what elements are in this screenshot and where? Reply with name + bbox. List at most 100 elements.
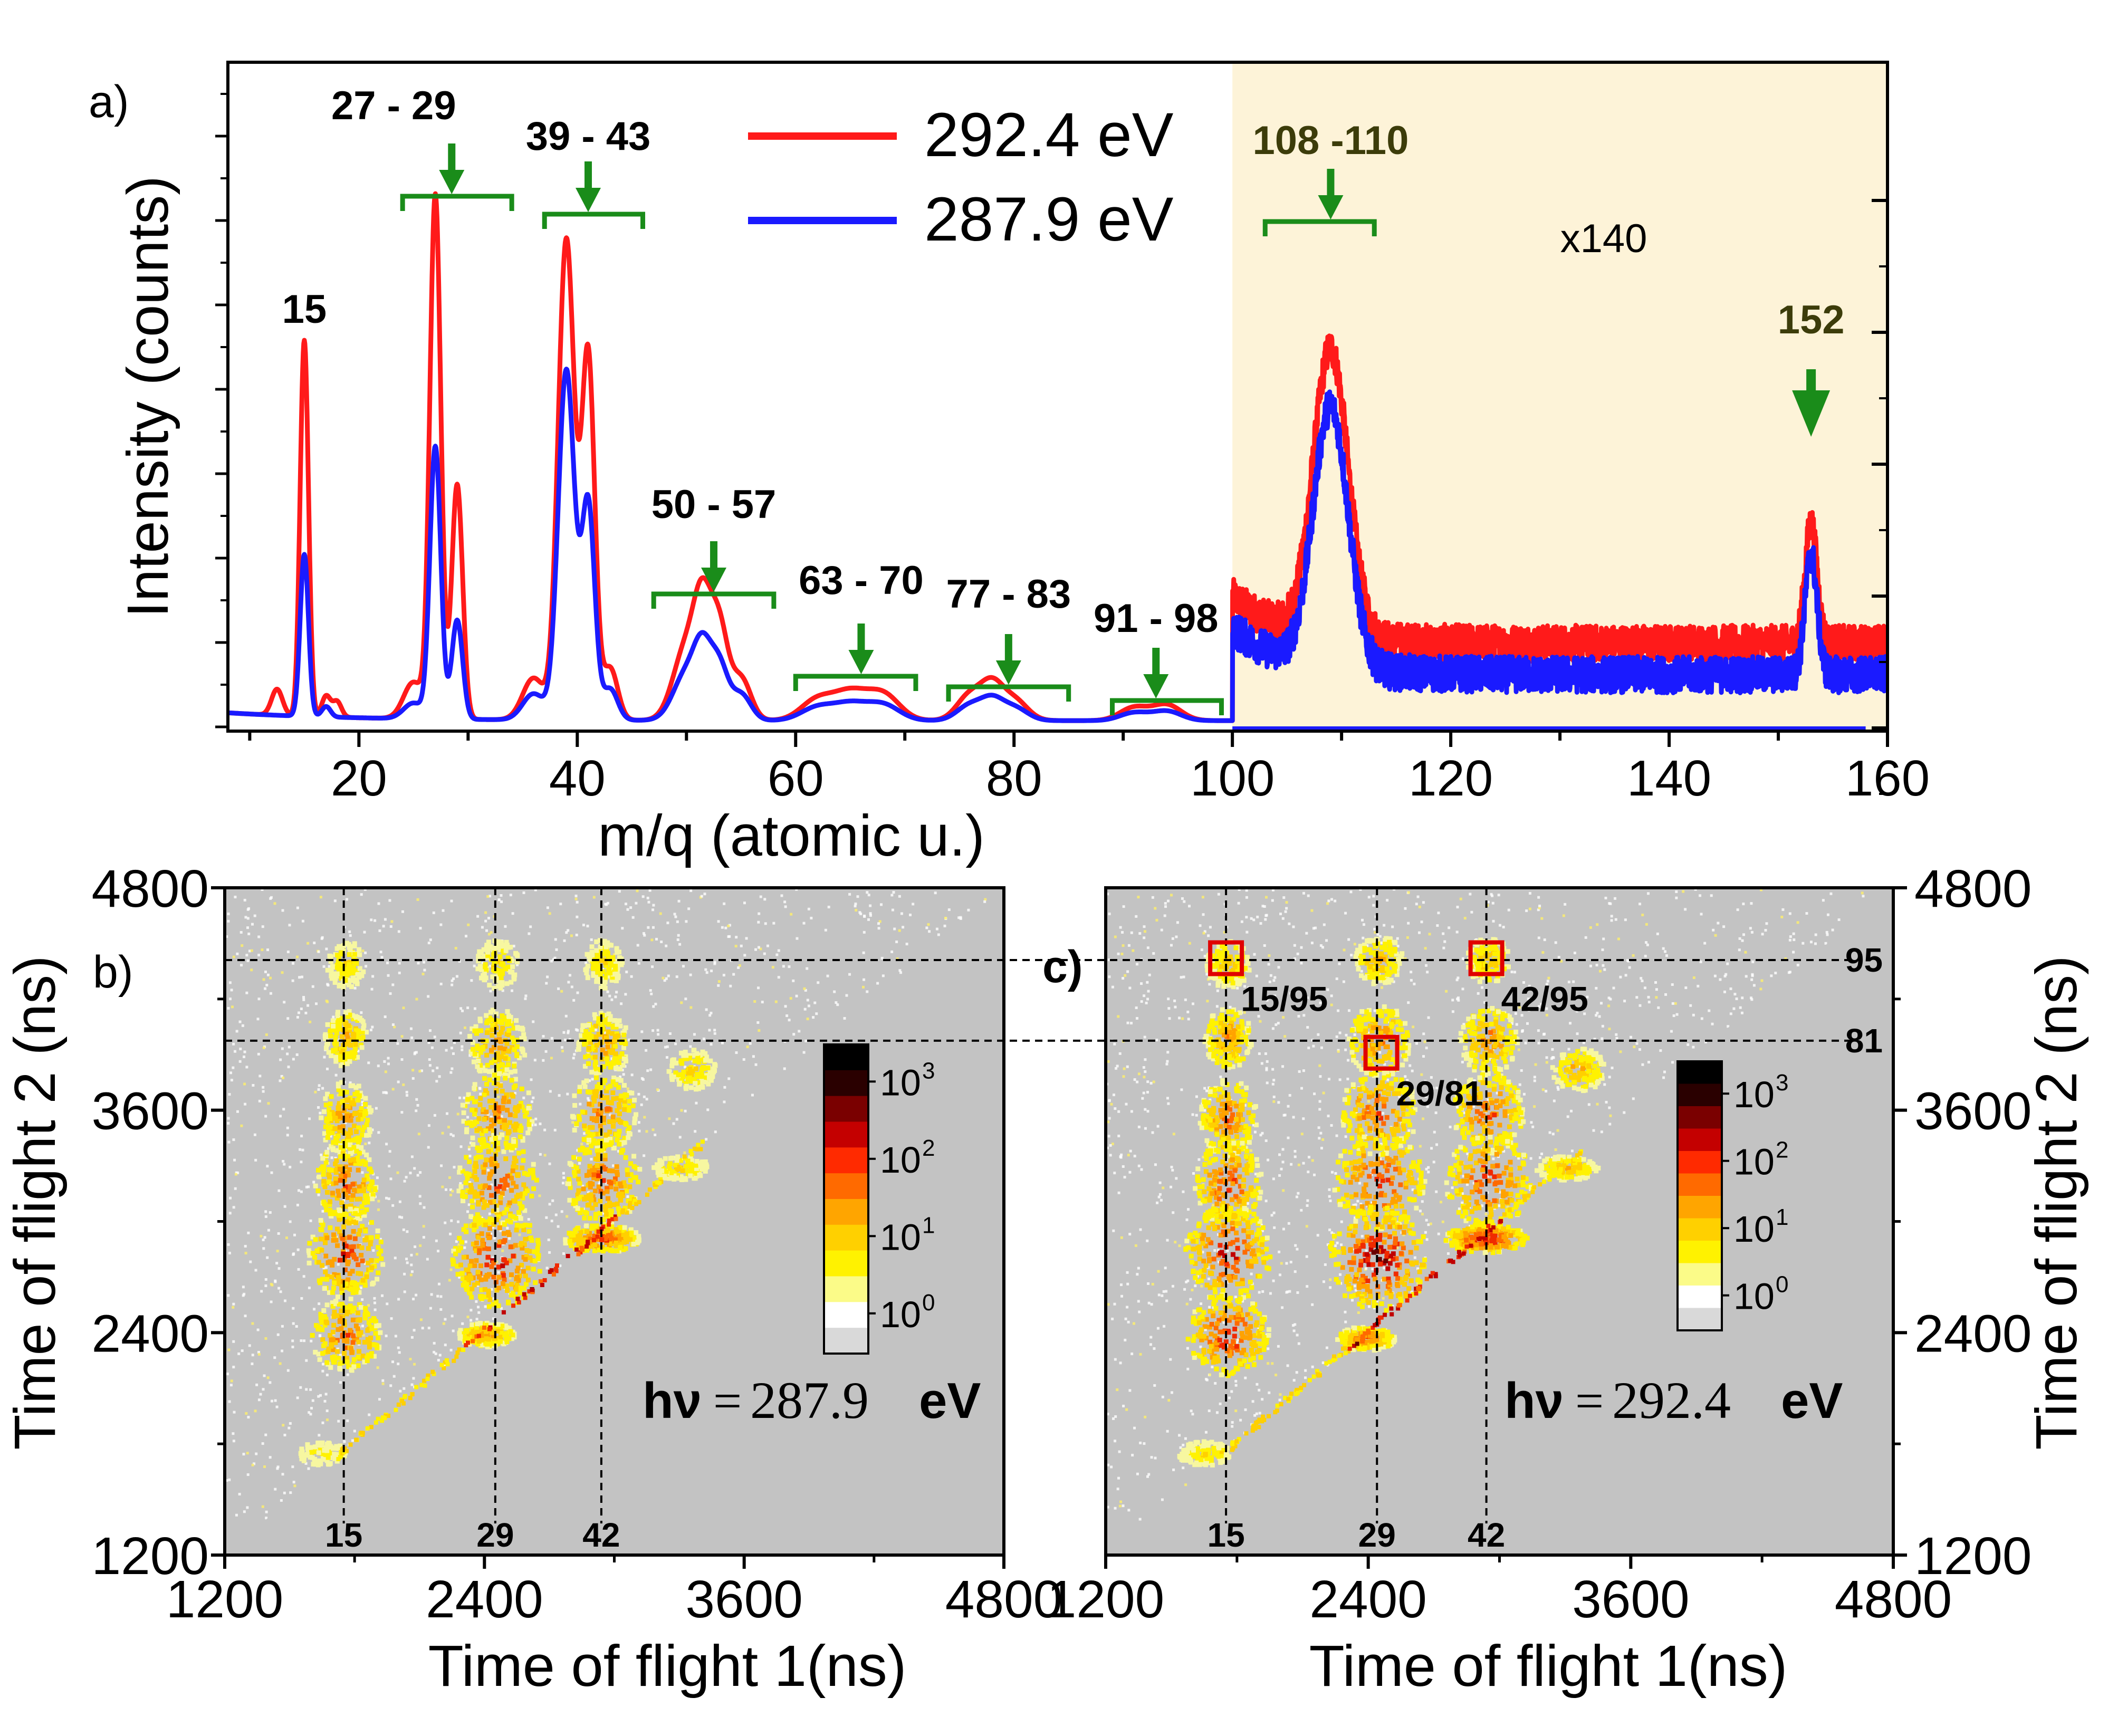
coincidence-count xyxy=(485,1332,491,1338)
coincidence-count xyxy=(347,1271,352,1276)
x-tick-label: 120 xyxy=(1408,750,1493,807)
noise-count xyxy=(313,942,316,945)
coincidence-count xyxy=(677,1072,683,1078)
coincidence-count xyxy=(578,1230,583,1235)
coincidence-count xyxy=(494,974,499,980)
coincidence-count xyxy=(495,1051,501,1056)
coincidence-count xyxy=(351,1364,357,1369)
noise-count xyxy=(452,1052,455,1055)
noise-count xyxy=(751,1094,754,1097)
coincidence-count xyxy=(497,1057,502,1062)
spectrum-y-axis-label: Intensity (counts) xyxy=(116,176,180,618)
noise-count xyxy=(339,1381,342,1384)
coincidence-count xyxy=(497,954,503,960)
coincidence-count xyxy=(336,1110,341,1116)
noise-count xyxy=(246,1506,249,1509)
noise-count xyxy=(345,898,348,901)
noise-count xyxy=(1420,1073,1423,1076)
noise-count xyxy=(533,1059,536,1062)
coincidence-count xyxy=(332,1445,338,1451)
noise-count xyxy=(710,1043,713,1046)
coincidence-count xyxy=(503,948,509,953)
noise-count xyxy=(928,930,931,933)
coincidence-count xyxy=(336,1105,341,1110)
coincidence-count xyxy=(519,1086,524,1091)
noise-count xyxy=(289,1220,292,1223)
coincidence-count xyxy=(622,1136,627,1141)
coincidence-count xyxy=(351,1229,356,1234)
colorbar-band xyxy=(824,1044,868,1071)
noise-count xyxy=(532,1096,535,1099)
noise-count xyxy=(430,1293,433,1296)
coincidence-count xyxy=(506,1232,512,1238)
noise-count xyxy=(429,1307,432,1310)
coincidence-count xyxy=(577,1042,581,1048)
noise-count xyxy=(458,960,461,963)
coincidence-count xyxy=(317,1278,322,1283)
coincidence-count xyxy=(481,1337,486,1342)
coincidence-count xyxy=(521,1158,526,1163)
coincidence-count xyxy=(353,1129,359,1134)
noise-count xyxy=(643,1116,646,1119)
noise-count xyxy=(267,1102,270,1105)
coincidence-count xyxy=(615,1077,620,1082)
noise-count xyxy=(437,1282,440,1286)
coincidence-count xyxy=(328,1211,333,1216)
coincidence-count xyxy=(513,1243,518,1248)
noise-count xyxy=(695,1101,698,1105)
coincidence-count xyxy=(497,1184,503,1189)
coincidence-count xyxy=(500,1025,505,1031)
noise-count xyxy=(1348,1009,1351,1012)
coincidence-count xyxy=(487,1220,492,1225)
noise-count xyxy=(624,993,627,996)
coincidence-count xyxy=(325,1190,330,1195)
coincidence-count xyxy=(477,1016,483,1022)
noise-count xyxy=(309,1413,312,1416)
noise-count xyxy=(452,1329,455,1332)
noise-count xyxy=(306,1004,310,1007)
noise-count xyxy=(239,931,243,934)
coincidence-count xyxy=(376,1323,381,1328)
coincidence-count xyxy=(464,1155,469,1160)
noise-count xyxy=(1165,1299,1168,1302)
noise-count xyxy=(305,1185,308,1188)
coincidence-count xyxy=(335,1140,340,1146)
x-tick-label: 160 xyxy=(1845,750,1930,807)
coincidence-count xyxy=(596,1184,601,1190)
coincidence-count xyxy=(339,1308,344,1313)
noise-count xyxy=(458,1275,461,1279)
coincidence-count xyxy=(508,1070,513,1075)
coincidence-count xyxy=(484,1038,489,1043)
noise-count xyxy=(288,1046,291,1049)
noise-count xyxy=(254,1158,257,1162)
noise-count xyxy=(676,920,679,923)
legend-red-label: 292.4 eV xyxy=(924,100,1174,170)
coincidence-count xyxy=(348,1151,353,1156)
diagonal-count xyxy=(698,1147,703,1152)
coincidence-count xyxy=(496,1054,502,1060)
coincidence-count xyxy=(338,1166,343,1172)
coincidence-count xyxy=(591,1197,597,1202)
coincidence-count xyxy=(472,1190,477,1195)
coincidence-count xyxy=(674,1060,679,1066)
noise-count xyxy=(1168,1017,1171,1020)
noise-count xyxy=(228,1251,231,1254)
noise-count xyxy=(1354,1216,1357,1220)
noise-count xyxy=(758,1029,761,1032)
coincidence-count xyxy=(358,1196,363,1202)
coincidence-count xyxy=(356,1213,361,1219)
noise-count xyxy=(463,1246,466,1249)
coincidence-count xyxy=(334,1041,339,1047)
coincidence-count xyxy=(340,1332,345,1338)
noise-count xyxy=(1608,1106,1611,1109)
noise-count xyxy=(802,1051,806,1054)
coincidence-count xyxy=(350,1098,355,1103)
noise-count xyxy=(925,926,928,929)
coincidence-count xyxy=(605,1056,610,1061)
noise-count xyxy=(477,1306,480,1309)
coincidence-count xyxy=(678,1158,684,1163)
noise-count xyxy=(1630,1035,1633,1039)
noise-count xyxy=(396,1171,399,1174)
coincidence-count xyxy=(626,1198,631,1203)
coincidence-count xyxy=(358,1305,363,1310)
